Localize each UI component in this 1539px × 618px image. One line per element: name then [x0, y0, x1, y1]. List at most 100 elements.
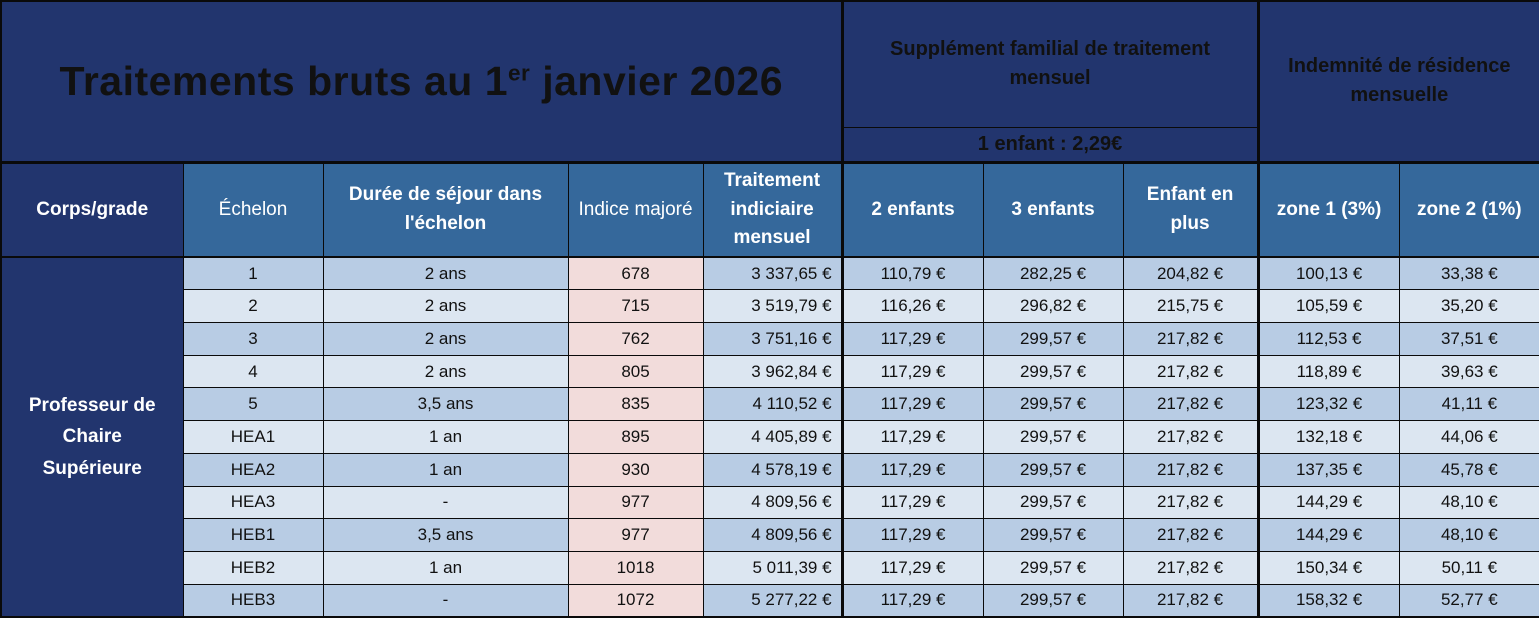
supplement-familial-header: Supplément familial de traitement mensue…: [840, 0, 1259, 128]
cell-duree: 2 ans: [322, 354, 569, 389]
cell-traitement: 5 277,22 €: [702, 583, 843, 618]
cell-zone2: 33,38 €: [1398, 256, 1539, 291]
cell-enfant-plus: 217,82 €: [1122, 452, 1259, 487]
cell-traitement: 3 751,16 €: [702, 321, 843, 356]
cell-duree: -: [322, 583, 569, 618]
cell-zone2: 39,63 €: [1398, 354, 1539, 389]
cell-enfants2: 110,79 €: [840, 256, 984, 291]
table-row-5: 5 3,5 ans 835 4 110,52 €117,29 €299,57 €217…: [1, 387, 1539, 422]
cell-enfants3: 299,57 €: [982, 321, 1124, 356]
cell-zone1: 118,89 €: [1256, 354, 1400, 389]
cell-echelon: HEA2: [182, 452, 324, 487]
column-header-row: Corps/grade Échelon Durée de séjour dans…: [0, 161, 1539, 258]
cell-enfants3: 299,57 €: [982, 452, 1124, 487]
one-child-rate-label: 1 enfant : 2,29€: [840, 126, 1259, 164]
title-text-after: janvier 2026: [530, 57, 784, 104]
cell-echelon: 4: [182, 354, 324, 389]
cell-enfant-plus: 217,82 €: [1122, 321, 1259, 356]
cell-traitement: 5 011,39 €: [702, 550, 843, 585]
cell-traitement: 4 405,89 €: [702, 420, 843, 454]
cell-duree: 1 an: [322, 452, 569, 487]
table-row-HEB2: HEB2 1 an 1018 5 011,39 €117,29 €299,57 €21…: [1, 550, 1539, 585]
cell-traitement: 3 962,84 €: [702, 354, 843, 389]
cell-echelon: HEA1: [182, 420, 324, 454]
col-header-zone1: zone 1 (3%): [1256, 161, 1400, 258]
cell-enfants2: 117,29 €: [840, 583, 984, 618]
cell-zone1: 150,34 €: [1256, 550, 1400, 585]
col-header-3-enfants: 3 enfants: [982, 161, 1124, 258]
col-header-zone2: zone 2 (1%): [1398, 161, 1539, 258]
cell-enfants2: 117,29 €: [840, 321, 984, 356]
cell-zone2: 52,77 €: [1398, 583, 1539, 618]
cell-traitement: 4 809,56 €: [702, 485, 843, 520]
cell-enfants2: 117,29 €: [840, 420, 984, 454]
cell-enfants2: 117,29 €: [840, 387, 984, 422]
cell-zone2: 48,10 €: [1398, 485, 1539, 520]
cell-zone1: 144,29 €: [1256, 518, 1400, 552]
cell-duree: 1 an: [322, 420, 569, 454]
cell-indice: 678: [567, 256, 704, 291]
cell-enfants3: 299,57 €: [982, 387, 1124, 422]
cell-zone2: 45,78 €: [1398, 452, 1539, 487]
cell-echelon: 5: [182, 387, 324, 422]
col-header-enfant-en-plus: Enfant en plus: [1122, 161, 1259, 258]
col-header-duree: Durée de séjour dans l'échelon: [322, 161, 569, 258]
cell-traitement: 4 809,56 €: [702, 518, 843, 552]
cell-indice: 762: [567, 321, 704, 356]
cell-zone2: 48,10 €: [1398, 518, 1539, 552]
cell-echelon: HEB1: [182, 518, 324, 552]
cell-enfants2: 117,29 €: [840, 354, 984, 389]
cell-indice: 895: [567, 420, 704, 454]
cell-traitement: 3 337,65 €: [702, 256, 843, 291]
cell-duree: 2 ans: [322, 321, 569, 356]
cell-zone1: 132,18 €: [1256, 420, 1400, 454]
page-title: Traitements bruts au 1er janvier 2026: [0, 0, 843, 164]
cell-enfants3: 296,82 €: [982, 289, 1124, 323]
cell-indice: 835: [567, 387, 704, 422]
table-body: Professeur de Chaire Supérieure 1 2 ans 678…: [0, 256, 1539, 618]
cell-enfant-plus: 217,82 €: [1122, 518, 1259, 552]
cell-enfants2: 116,26 €: [840, 289, 984, 323]
col-header-corps-grade: Corps/grade: [0, 161, 184, 258]
cell-enfant-plus: 215,75 €: [1122, 289, 1259, 323]
cell-enfant-plus: 217,82 €: [1122, 485, 1259, 520]
cell-zone1: 105,59 €: [1256, 289, 1400, 323]
col-header-echelon: Échelon: [182, 161, 324, 258]
table-row-HEA2: HEA2 1 an 930 4 578,19 €117,29 €299,57 €217…: [1, 452, 1539, 487]
cell-enfant-plus: 217,82 €: [1122, 583, 1259, 618]
cell-enfants2: 117,29 €: [840, 452, 984, 487]
cell-duree: 3,5 ans: [322, 518, 569, 552]
cell-echelon: 2: [182, 289, 324, 323]
indemnite-residence-header: Indemnité de résidence mensuelle: [1256, 0, 1539, 164]
cell-zone1: 144,29 €: [1256, 485, 1400, 520]
cell-zone1: 137,35 €: [1256, 452, 1400, 487]
cell-indice: 715: [567, 289, 704, 323]
cell-enfants3: 299,57 €: [982, 583, 1124, 618]
table-row-HEB3: HEB3-1072 5 277,22 €117,29 €299,57 €217,8…: [1, 583, 1539, 618]
cell-zone2: 50,11 €: [1398, 550, 1539, 585]
table-row-HEA1: HEA1 1 an 895 4 405,89 €117,29 €299,57 €217…: [1, 420, 1539, 454]
cell-echelon: HEA3: [182, 485, 324, 520]
cell-enfant-plus: 204,82 €: [1122, 256, 1259, 291]
cell-zone2: 35,20 €: [1398, 289, 1539, 323]
col-header-traitement: Traitement indiciaire mensuel: [702, 161, 843, 258]
cell-echelon: HEB3: [182, 583, 324, 618]
cell-indice: 930: [567, 452, 704, 487]
cell-zone2: 44,06 €: [1398, 420, 1539, 454]
cell-zone1: 123,32 €: [1256, 387, 1400, 422]
cell-enfant-plus: 217,82 €: [1122, 387, 1259, 422]
table-row-1: Professeur de Chaire Supérieure 1 2 ans 678…: [0, 256, 1539, 618]
cell-enfants2: 117,29 €: [840, 485, 984, 520]
cell-enfants3: 299,57 €: [982, 420, 1124, 454]
cell-traitement: 3 519,79 €: [702, 289, 843, 323]
cell-indice: 977: [567, 485, 704, 520]
cell-enfants3: 299,57 €: [982, 550, 1124, 585]
cell-enfant-plus: 217,82 €: [1122, 354, 1259, 389]
title-text-before: Traitements bruts au 1: [59, 57, 508, 104]
cell-zone1: 112,53 €: [1256, 321, 1400, 356]
cell-enfants3: 299,57 €: [982, 485, 1124, 520]
col-header-2-enfants: 2 enfants: [840, 161, 984, 258]
cell-duree: 2 ans: [322, 289, 569, 323]
